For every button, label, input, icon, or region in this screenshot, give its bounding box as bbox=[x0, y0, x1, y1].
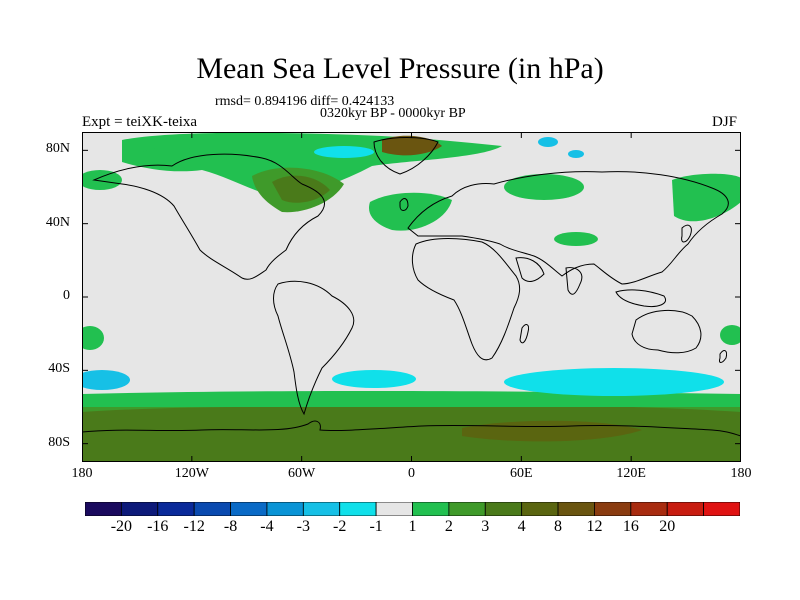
colorbar-box bbox=[594, 502, 632, 516]
colorbar-label: -1 bbox=[369, 518, 383, 535]
anomaly-arctic-cyan bbox=[314, 146, 374, 158]
anomaly-siberia-green bbox=[504, 174, 584, 200]
lat-tick-label: 80S bbox=[48, 434, 70, 450]
japan-coast bbox=[681, 224, 692, 243]
colorbar-box bbox=[157, 502, 195, 516]
lon-tick-label: 0 bbox=[408, 466, 415, 481]
colorbar-label: -3 bbox=[296, 518, 310, 535]
anomaly-south-atlantic-cyan bbox=[332, 370, 416, 388]
colorbar-box bbox=[412, 502, 450, 516]
coastlines bbox=[82, 137, 741, 437]
lat-tick-label: 80N bbox=[45, 141, 70, 157]
colorbar-box bbox=[557, 502, 595, 516]
colorbar-box bbox=[339, 502, 377, 516]
colorbar-box bbox=[120, 502, 159, 516]
africa-coast bbox=[411, 238, 521, 361]
greenland-coast bbox=[373, 137, 439, 175]
lon-tick-label: 120W bbox=[174, 466, 209, 481]
colorbar-label: -12 bbox=[183, 518, 205, 535]
anomaly-north-pacific-green bbox=[672, 173, 741, 222]
india-coast bbox=[565, 267, 583, 295]
anomaly-north-america-dark bbox=[272, 175, 330, 203]
colorbar-box bbox=[85, 502, 122, 516]
colorbar-box bbox=[302, 502, 341, 516]
colorbar-label: 12 bbox=[586, 518, 603, 535]
colorbar-label: 16 bbox=[622, 518, 639, 535]
colorbar-label: 20 bbox=[659, 518, 676, 535]
indonesia-coast bbox=[615, 289, 666, 307]
stats-text: rmsd= 0.894196 diff= 0.424133 bbox=[215, 94, 395, 109]
anomaly-arctic-cyan-small bbox=[538, 137, 558, 147]
colorbar-label: 3 bbox=[481, 518, 490, 535]
colorbar-box bbox=[193, 502, 231, 516]
map-ticks bbox=[82, 132, 741, 462]
anomaly-alaska-green bbox=[137, 147, 207, 169]
lon-tick-label: 60E bbox=[510, 466, 533, 481]
colorbar-label: 4 bbox=[517, 518, 526, 535]
colorbar-box bbox=[484, 502, 523, 516]
anomaly-sw-green bbox=[82, 326, 104, 350]
north-america-coast bbox=[92, 153, 325, 280]
anomaly-greenland-max bbox=[382, 135, 442, 156]
anomaly-south-pacific-cyan bbox=[82, 370, 130, 390]
anomaly-bering-green bbox=[82, 170, 122, 190]
pressure-map bbox=[82, 132, 741, 462]
australia-coast bbox=[631, 310, 702, 354]
colorbar-box bbox=[266, 502, 304, 516]
colorbar-label: 8 bbox=[554, 518, 563, 535]
anomaly-fields bbox=[82, 132, 741, 462]
colorbar-label: -2 bbox=[333, 518, 347, 535]
colorbar-label: -20 bbox=[110, 518, 133, 535]
colorbar-box bbox=[666, 502, 705, 516]
eurasia-coast bbox=[407, 171, 729, 285]
season-label: DJF bbox=[712, 114, 738, 130]
lon-tick-label: 180 bbox=[71, 466, 93, 481]
lat-tick-label: 0 bbox=[63, 288, 70, 303]
colorbar-box bbox=[703, 502, 740, 516]
colorbar-box bbox=[448, 502, 486, 516]
colorbar-label: 1 bbox=[408, 518, 417, 535]
colorbar-box bbox=[521, 502, 559, 516]
south-america-coast bbox=[273, 280, 355, 416]
lat-tick-label: 40N bbox=[45, 214, 70, 230]
anomaly-arctic-cyan-east bbox=[568, 150, 584, 158]
anomaly-antarctic bbox=[82, 405, 741, 462]
new-zealand-coast bbox=[719, 350, 727, 363]
lon-tick-label: 60W bbox=[288, 466, 316, 481]
colorbar-label: -4 bbox=[260, 518, 274, 535]
experiment-label: Expt = teiXK-teixa bbox=[82, 114, 198, 130]
anomaly-north-atlantic-green bbox=[368, 192, 452, 231]
colorbar-label: -16 bbox=[147, 518, 169, 535]
anomaly-asia-green bbox=[554, 232, 598, 246]
anomaly-se-green bbox=[720, 325, 741, 345]
colorbar-box bbox=[630, 502, 668, 516]
colorbar-box bbox=[375, 502, 413, 516]
anomaly-indian-ocean-cyan bbox=[504, 368, 724, 396]
lat-tick-label: 40S bbox=[48, 361, 70, 377]
madagascar-coast bbox=[519, 324, 529, 344]
colorbar-label: -8 bbox=[223, 518, 238, 535]
lon-tick-label: 120E bbox=[616, 466, 646, 481]
uk-coast bbox=[399, 198, 409, 211]
arabia-coast bbox=[515, 257, 545, 282]
period-text: 0320kyr BP - 0000kyr BP bbox=[320, 106, 466, 121]
antarctica-coast bbox=[82, 420, 741, 437]
colorbar bbox=[85, 502, 740, 516]
colorbar-box bbox=[230, 502, 268, 516]
colorbar-label: 2 bbox=[444, 518, 453, 535]
lon-tick-label: 180 bbox=[730, 466, 752, 481]
plot-title: Mean Sea Level Pressure (in hPa) bbox=[196, 52, 604, 85]
